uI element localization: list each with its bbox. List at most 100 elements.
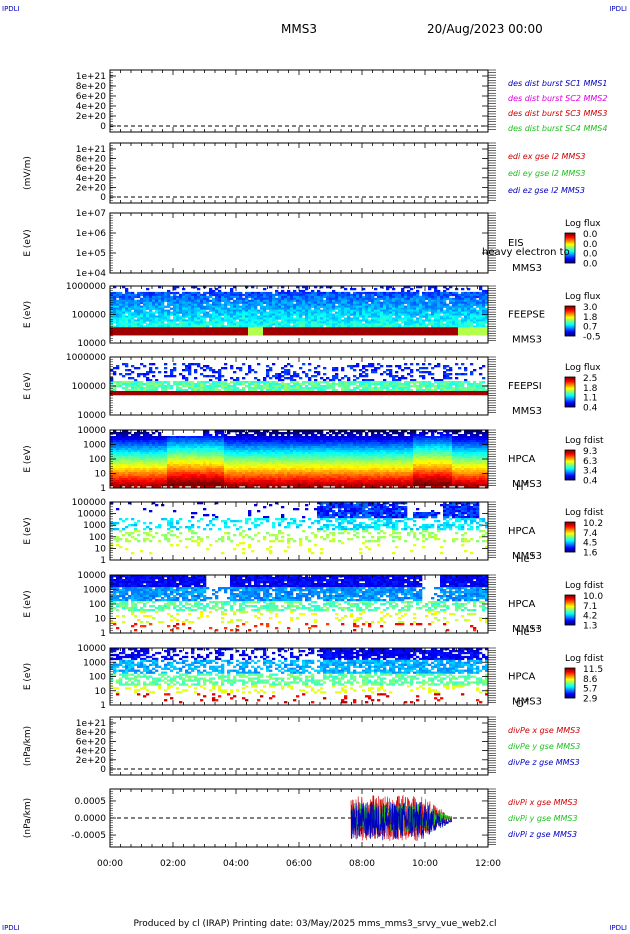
spectrogram-cell <box>293 299 297 303</box>
spectrogram-cell <box>245 331 249 334</box>
spectrogram-cell <box>398 305 402 308</box>
spectrogram-cell <box>401 319 405 322</box>
spectrogram-cell <box>350 367 354 370</box>
spectrogram-cell <box>209 315 213 318</box>
spectrogram-cell <box>137 464 141 467</box>
spectrogram-cell <box>473 389 477 392</box>
spectrogram-cell <box>467 319 471 322</box>
spectrogram-cell <box>362 333 366 336</box>
spectrogram-cell <box>161 383 165 386</box>
colorbar-cell <box>565 314 575 316</box>
spectrogram-cell <box>125 327 129 330</box>
spectrogram-cell <box>470 389 474 392</box>
spectrogram-cell <box>206 305 210 308</box>
spectrogram-cell <box>374 387 378 390</box>
spectrogram-cell <box>263 385 267 388</box>
spectrogram-cell <box>323 329 327 332</box>
spectrogram-cell <box>365 327 369 330</box>
spectrogram-cell <box>404 319 408 322</box>
spectrogram-cell <box>470 363 474 366</box>
spectrogram-cell <box>323 317 327 320</box>
spectrogram-cell <box>233 323 237 326</box>
spectrogram-cell <box>338 381 342 384</box>
spectrogram-cell <box>191 305 195 308</box>
spectrogram-cell <box>119 373 123 376</box>
spectrogram-cell <box>410 287 414 291</box>
spectrogram-cell <box>344 321 348 324</box>
spectrogram-cell <box>428 323 432 326</box>
spectrogram-cell <box>113 286 117 289</box>
spectrogram-cell <box>413 323 417 326</box>
spectrogram-cell <box>437 319 441 322</box>
spectrogram-cell <box>113 321 117 324</box>
spectrogram-cell <box>134 458 138 461</box>
spectrogram-cell <box>284 295 288 299</box>
spectrogram-cell <box>485 315 489 318</box>
spectrogram-cell <box>479 311 483 314</box>
y-tick-label: 100000 <box>72 382 107 392</box>
spectrogram-cell <box>284 305 288 308</box>
spectrogram-cell <box>281 299 285 303</box>
spectrogram-cell <box>302 293 306 297</box>
spectrogram-cell <box>257 363 261 366</box>
spectrogram-cell <box>443 329 447 332</box>
spectrogram-cell <box>437 289 441 293</box>
spectrogram-cell <box>134 393 138 396</box>
spectrogram-cell <box>116 482 120 485</box>
spectrogram-cell <box>308 383 312 386</box>
spectrogram-cell <box>347 313 351 316</box>
spectrogram-cell <box>380 385 384 388</box>
spectrogram-cell <box>425 301 429 304</box>
spectrogram-cell <box>344 299 348 303</box>
spectrogram-cell <box>338 295 342 299</box>
spectrogram-cell <box>320 331 324 334</box>
spectrogram-cell <box>410 327 414 330</box>
spectrogram-cell <box>125 393 129 396</box>
spectrogram-cell <box>149 303 153 306</box>
spectrogram-cell <box>329 325 333 328</box>
spectrogram-cell <box>125 365 129 368</box>
spectrogram-cell <box>140 363 144 366</box>
spectrogram-cell <box>296 393 300 396</box>
spectrogram-cell <box>386 309 390 312</box>
spectrogram-cell <box>209 321 213 324</box>
spectrogram-cell <box>374 309 378 312</box>
spectrogram-cell <box>284 309 288 312</box>
colorbar-cell <box>565 253 575 255</box>
spectrogram-cell <box>233 391 237 394</box>
spectrogram-cell <box>407 317 411 320</box>
spectrogram-cell <box>173 329 177 332</box>
spectrogram-cell <box>395 375 399 378</box>
spectrogram-cell <box>116 450 120 453</box>
spectrogram-cell <box>428 333 432 336</box>
spectrogram-cell <box>284 389 288 392</box>
spectrogram-cell <box>191 381 195 384</box>
spectrogram-cell <box>242 363 246 366</box>
spectrogram-cell <box>335 389 339 392</box>
spectrogram-cell <box>257 299 261 303</box>
spectrogram-cell <box>368 381 372 384</box>
spectrogram-cell <box>392 307 396 310</box>
spectrogram-cell <box>209 299 213 303</box>
spectrogram-cell <box>269 293 273 297</box>
spectrogram-cell <box>248 369 252 372</box>
spectrogram-cell <box>404 301 408 304</box>
spectrogram-cell <box>191 309 195 312</box>
spectrogram-cell <box>335 391 339 394</box>
spectrogram-cell <box>386 286 390 289</box>
spectrogram-cell <box>140 452 144 455</box>
spectrogram-cell <box>155 323 159 326</box>
spectrogram-cell <box>410 297 414 301</box>
spectrogram-cell <box>122 301 126 304</box>
spectrogram-cell <box>131 311 135 314</box>
spectrogram-cell <box>449 385 453 388</box>
spectrogram-cell <box>347 307 351 310</box>
spectrogram-cell <box>452 301 456 304</box>
spectrogram-cell <box>374 381 378 384</box>
spectrogram-cell <box>368 313 372 316</box>
spectrogram-cell <box>428 293 432 297</box>
spectrogram-cell <box>461 385 465 388</box>
spectrogram-cell <box>305 291 309 295</box>
spectrogram-cell <box>467 383 471 386</box>
spectrogram-cell <box>425 305 429 308</box>
